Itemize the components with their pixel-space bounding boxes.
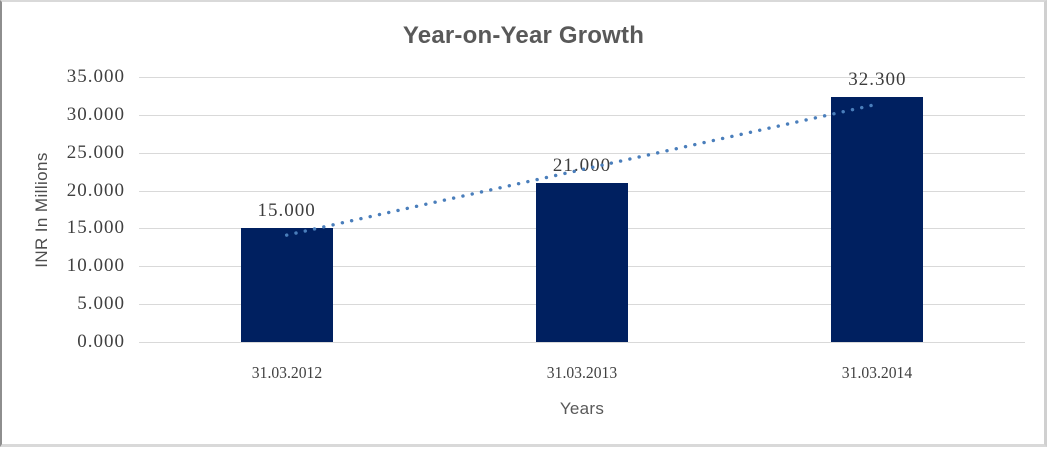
chart-title: Year-on-Year Growth xyxy=(402,22,645,49)
bar[interactable] xyxy=(536,183,628,342)
x-tick-label: 31.03.2012 xyxy=(251,363,322,382)
y-tick-label: 35.000 xyxy=(66,66,125,87)
y-tick-label: 20.000 xyxy=(66,179,125,201)
bar-value-label: 15.000 xyxy=(257,200,316,222)
x-tick-label: 31.03.2013 xyxy=(546,363,618,382)
y-tick-label: 0.000 xyxy=(77,331,125,352)
y-tick-label: 30.000 xyxy=(66,103,125,125)
bar[interactable] xyxy=(831,97,924,342)
bar-value-label: 21.000 xyxy=(552,155,612,176)
gridline xyxy=(139,77,1025,78)
bar-value-label: 32.300 xyxy=(848,69,907,91)
y-tick-label: 10.000 xyxy=(66,255,125,277)
x-axis-title: Years xyxy=(559,399,605,418)
bar[interactable] xyxy=(240,228,333,342)
y-tick-label: 5.000 xyxy=(77,293,125,315)
x-axis-line xyxy=(139,342,1025,343)
y-tick-label: 15.000 xyxy=(66,217,125,239)
y-tick-label: 25.000 xyxy=(66,141,125,163)
x-tick-label: 31.03.2014 xyxy=(842,363,913,382)
